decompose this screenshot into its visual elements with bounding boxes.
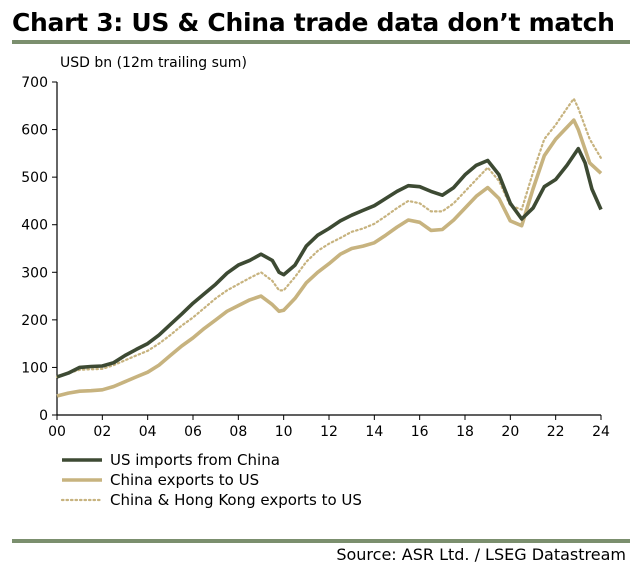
x-tick-label: 02 <box>93 424 111 440</box>
x-tick-label: 08 <box>229 424 247 440</box>
legend: US imports from China China exports to US… <box>60 451 362 509</box>
source-note: Source: ASR Ltd. / LSEG Datastream <box>336 545 626 564</box>
legend-label-3: China & Hong Kong exports to US <box>110 491 362 509</box>
y-tick-label: 200 <box>21 313 48 329</box>
series-lines <box>55 97 603 398</box>
y-tick-label: 600 <box>21 123 48 139</box>
x-tick-label: 24 <box>592 424 610 440</box>
y-tick-label: 700 <box>21 75 48 91</box>
x-tick-label: 06 <box>184 424 202 440</box>
y-tick-label: 500 <box>21 170 48 186</box>
legend-label-1: US imports from China <box>110 451 280 469</box>
y-tick-label: 100 <box>21 360 48 376</box>
y-tick-label: 0 <box>39 408 48 424</box>
x-tick-label: 18 <box>456 424 474 440</box>
x-tick-label: 16 <box>411 424 429 440</box>
title-rule <box>12 40 630 44</box>
x-tick-label: 04 <box>139 424 157 440</box>
y-tick-label: 300 <box>21 265 48 281</box>
legend-label-2: China exports to US <box>110 471 259 489</box>
y-ticks: 0 100 200 300 400 500 600 700 <box>21 75 57 424</box>
x-tick-label: 00 <box>48 424 66 440</box>
source-rule <box>12 539 630 543</box>
x-tick-label: 14 <box>365 424 383 440</box>
series-line-2 <box>56 118 603 398</box>
x-ticks: 00 02 04 06 08 10 12 14 16 18 20 22 24 <box>48 415 610 440</box>
y-tick-label: 400 <box>21 218 48 234</box>
chart-title: Chart 3: US & China trade data don’t mat… <box>12 8 615 37</box>
x-tick-label: 22 <box>547 424 565 440</box>
x-tick-label: 20 <box>501 424 519 440</box>
line-chart: USD bn (12m trailing sum) 01002003004005… <box>21 55 610 509</box>
series-line-1 <box>56 146 603 379</box>
x-tick-label: 10 <box>275 424 293 440</box>
x-tick-label: 12 <box>320 424 338 440</box>
series-line-3 <box>55 97 603 378</box>
y-axis-label: USD bn (12m trailing sum) <box>60 55 247 71</box>
